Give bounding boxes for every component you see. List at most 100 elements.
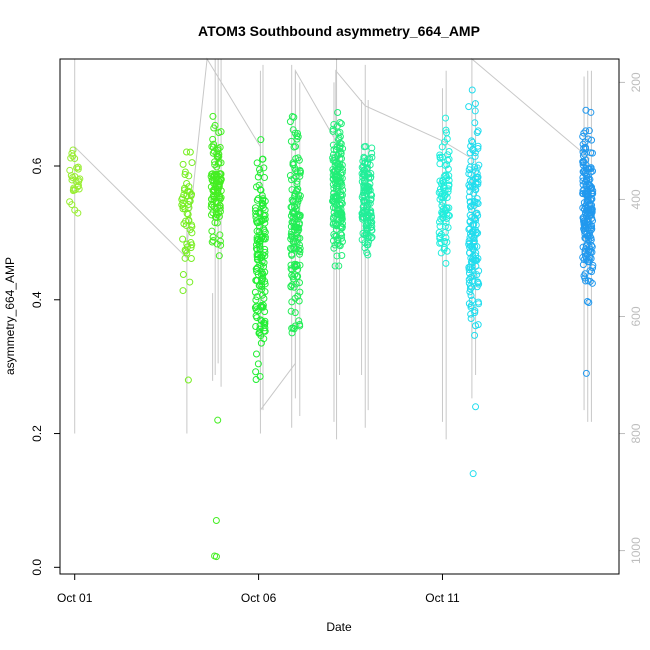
data-point (585, 236, 593, 244)
data-point (362, 213, 370, 221)
data-point (257, 339, 265, 347)
data-point (474, 142, 482, 150)
data-point (253, 246, 261, 254)
data-point (180, 191, 188, 199)
data-point (68, 201, 76, 209)
data-point (183, 179, 191, 187)
data-point (186, 148, 194, 156)
data-point (441, 192, 449, 200)
data-point (295, 211, 303, 219)
data-point (215, 252, 223, 260)
data-point (287, 265, 295, 273)
data-point (212, 516, 220, 524)
x-axis-tick-label: Oct 11 (425, 591, 460, 605)
data-point (437, 249, 445, 257)
data-point (588, 195, 596, 203)
chart-title: ATOM3 Southbound asymmetry_664_AMP (198, 23, 480, 39)
data-point (254, 173, 262, 181)
data-point (338, 210, 346, 218)
data-point (252, 302, 260, 310)
data-point (363, 198, 371, 206)
data-point (470, 189, 478, 197)
data-point (256, 245, 264, 253)
data-point (209, 192, 217, 200)
data-point (335, 262, 343, 270)
data-point (474, 200, 482, 208)
data-point (333, 211, 341, 219)
data-point (586, 277, 594, 285)
data-point (466, 285, 474, 293)
data-point (217, 241, 225, 249)
data-point (445, 172, 453, 180)
data-point (293, 132, 301, 140)
data-point (438, 190, 446, 198)
x-axis: Oct 01 Oct 06 Oct 11 (57, 573, 460, 605)
data-point (359, 162, 367, 170)
data-point (585, 127, 593, 135)
data-point (472, 231, 480, 239)
data-point (588, 214, 596, 222)
data-point (291, 309, 299, 317)
data-point (296, 192, 304, 200)
secondary-series (74, 57, 592, 440)
data-point (436, 153, 444, 161)
y-axis-tick-label: 0.6 (30, 157, 44, 174)
data-point (338, 220, 346, 228)
data-point (337, 169, 345, 177)
data-point (71, 155, 79, 163)
data-point (259, 274, 267, 282)
data-point (208, 227, 216, 235)
data-point (295, 219, 303, 227)
data-point (288, 266, 296, 274)
data-point (255, 329, 263, 337)
data-point (360, 153, 368, 161)
data-point (329, 197, 337, 205)
data-point (288, 176, 296, 184)
data-point (288, 251, 296, 259)
data-point (359, 171, 367, 179)
data-point (179, 287, 187, 295)
data-point (336, 242, 344, 250)
y-axis: 0.0 0.2 0.4 0.6 (30, 157, 60, 576)
data-point (338, 155, 346, 163)
data-point (286, 172, 294, 180)
data-point (212, 213, 220, 221)
data-point (296, 169, 304, 177)
data-point (587, 149, 595, 157)
data-point (439, 211, 447, 219)
data-point (179, 160, 187, 168)
data-point (256, 282, 264, 290)
data-point (466, 149, 474, 157)
data-point (252, 265, 260, 273)
data-point (467, 157, 475, 165)
data-point (336, 119, 344, 127)
data-point (183, 192, 191, 200)
data-point (256, 165, 264, 173)
data-point (583, 187, 591, 195)
data-point (580, 224, 588, 232)
data-point (586, 201, 594, 209)
data-point (253, 159, 261, 167)
data-point (293, 273, 301, 281)
data-point (470, 220, 478, 228)
data-point (582, 106, 590, 114)
data-point (337, 223, 345, 231)
data-point (368, 219, 376, 227)
data-point (183, 240, 191, 248)
data-point (473, 174, 481, 182)
data-point (584, 193, 592, 201)
data-point (588, 279, 596, 287)
data-point (467, 292, 475, 300)
data-point (208, 200, 216, 208)
data-point (209, 135, 217, 143)
data-point (465, 240, 473, 248)
data-point (68, 149, 76, 157)
data-point (258, 202, 266, 210)
data-point (256, 261, 264, 269)
data-point (471, 198, 479, 206)
data-point (440, 173, 448, 181)
data-point (336, 139, 344, 147)
data-point (329, 125, 337, 133)
data-point (436, 239, 444, 247)
data-point (440, 184, 448, 192)
